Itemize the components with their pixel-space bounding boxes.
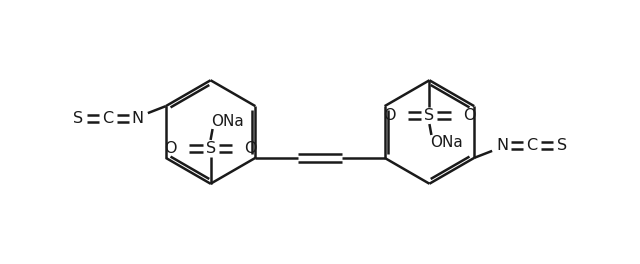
Text: S: S — [73, 111, 83, 126]
Text: O: O — [383, 108, 396, 122]
Text: C: C — [526, 138, 538, 153]
Text: C: C — [102, 111, 114, 126]
Text: N: N — [132, 111, 144, 126]
Text: O: O — [164, 142, 177, 156]
Text: S: S — [205, 142, 216, 156]
Text: ONa: ONa — [430, 135, 463, 150]
Text: ONa: ONa — [211, 114, 244, 129]
Text: S: S — [557, 138, 567, 153]
Text: S: S — [424, 108, 435, 122]
Text: O: O — [463, 108, 476, 122]
Text: N: N — [496, 138, 508, 153]
Text: O: O — [244, 142, 257, 156]
